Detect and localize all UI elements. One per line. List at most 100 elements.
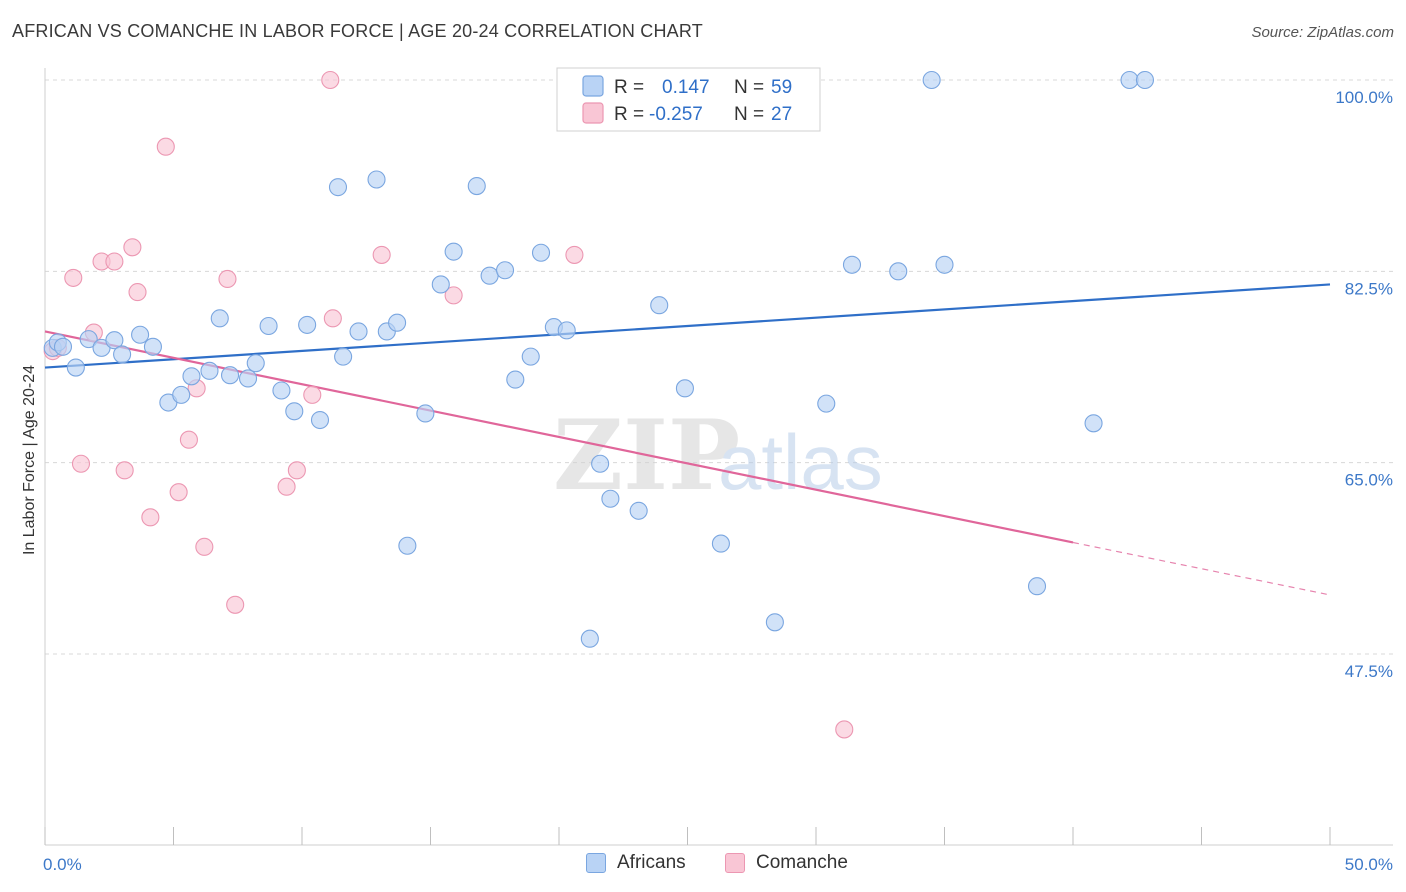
comanche-point xyxy=(128,283,147,302)
comanche-point xyxy=(303,385,322,404)
africans-point xyxy=(557,321,576,340)
legend-comanche-swatch xyxy=(582,102,604,124)
africans-point xyxy=(131,325,150,344)
legend-comanche-n-value: 27 xyxy=(771,104,792,125)
chart-title: AFRICAN VS COMANCHE IN LABOR FORCE | AGE… xyxy=(12,21,703,41)
comanche-point xyxy=(169,483,188,502)
africans-point xyxy=(172,385,191,404)
comanche-point xyxy=(277,477,296,496)
comanche-trend-extension xyxy=(1072,541,1331,596)
y-tick-label: 100.0% xyxy=(1335,88,1393,107)
comanche-point xyxy=(835,720,854,739)
africans-point xyxy=(349,322,368,341)
africans-point xyxy=(246,354,265,373)
africans-point xyxy=(259,316,278,336)
africans-point xyxy=(398,536,417,555)
y-tick-label: 47.5% xyxy=(1345,662,1393,681)
legend-africans-n-value: 59 xyxy=(771,77,792,98)
legend-bottom-africans-swatch xyxy=(586,853,606,873)
comanche-point xyxy=(226,595,245,614)
legend-bottom-comanche-label: Comanche xyxy=(756,852,848,873)
legend-bottom: Africans Comanche xyxy=(0,852,1406,878)
legend-comanche-r-value: -0.257 xyxy=(649,104,703,125)
axes xyxy=(44,68,1393,846)
africans-point xyxy=(650,296,669,315)
comanche-point xyxy=(218,269,237,289)
x-tick-labels: 0.0% 50.0% xyxy=(43,855,1393,874)
africans-point xyxy=(580,629,599,648)
africans-point xyxy=(480,266,499,285)
africans-trend-line xyxy=(44,283,1331,369)
africans-point xyxy=(922,70,941,90)
africans-point xyxy=(1120,70,1139,90)
data-points xyxy=(43,70,1155,739)
legend-comanche-n-label: N = xyxy=(734,104,764,125)
comanche-point xyxy=(372,245,391,264)
comanche-point xyxy=(179,430,198,449)
africans-point xyxy=(467,177,486,196)
gridlines xyxy=(45,79,1393,655)
legend-top: R = 0.147 N = 59 R = -0.257 N = 27 xyxy=(556,67,821,132)
africans-point xyxy=(113,345,132,364)
africans-point xyxy=(272,381,291,400)
x-tick-label: 50.0% xyxy=(1345,855,1393,874)
comanche-point xyxy=(115,461,134,480)
africans-point xyxy=(298,315,317,334)
africans-point xyxy=(506,370,525,389)
africans-point xyxy=(367,170,386,189)
comanche-point xyxy=(323,309,342,328)
legend-africans-r-label: R = xyxy=(614,77,644,98)
comanche-point xyxy=(123,238,142,257)
comanche-point xyxy=(156,137,175,156)
legend-africans-n-label: N = xyxy=(734,77,764,98)
africans-point xyxy=(79,330,98,349)
comanche-point xyxy=(141,508,160,527)
africans-point xyxy=(842,255,862,274)
source-credit: Source: ZipAtlas.com xyxy=(1251,24,1394,41)
legend-africans-r-value: 0.147 xyxy=(662,77,710,98)
africans-point xyxy=(328,178,348,197)
legend-bottom-africans-label: Africans xyxy=(617,852,686,873)
africans-point xyxy=(935,255,954,274)
africans-point xyxy=(521,347,540,366)
africans-point xyxy=(66,358,85,377)
africans-point xyxy=(1084,414,1103,433)
africans-point xyxy=(629,501,648,520)
africans-point xyxy=(53,337,73,356)
africans-point xyxy=(105,331,124,350)
y-tick-label: 82.5% xyxy=(1345,279,1393,298)
africans-point xyxy=(601,489,620,508)
comanche-point xyxy=(287,461,306,480)
africans-point xyxy=(531,243,551,262)
africans-point xyxy=(143,337,162,356)
comanche-point xyxy=(64,268,83,287)
africans-point xyxy=(495,261,515,280)
legend-comanche-r-label: R = xyxy=(614,104,644,125)
africans-point xyxy=(285,402,304,421)
x-tick-label: 0.0% xyxy=(43,855,82,874)
legend-bottom-africans: Africans xyxy=(586,852,686,874)
comanche-point xyxy=(321,70,340,90)
africans-point xyxy=(711,534,730,553)
africans-point xyxy=(416,404,435,423)
comanche-point xyxy=(195,537,214,556)
africans-point xyxy=(591,454,610,473)
africans-point xyxy=(1135,70,1155,90)
y-tick-labels: 47.5% 65.0% 82.5% 100.0% xyxy=(1335,88,1393,681)
africans-point xyxy=(388,313,407,332)
africans-point xyxy=(889,262,908,281)
comanche-point xyxy=(565,245,584,264)
africans-point xyxy=(210,309,229,328)
legend-africans-swatch xyxy=(582,75,604,97)
africans-point xyxy=(200,361,219,380)
watermark-atlas: atlas xyxy=(718,418,883,506)
africans-point xyxy=(675,379,694,398)
africans-point xyxy=(310,410,330,430)
africans-point xyxy=(334,347,353,366)
legend-bottom-comanche-swatch xyxy=(725,853,745,873)
comanche-point xyxy=(105,252,124,271)
africans-point xyxy=(765,613,784,632)
africans-point xyxy=(1027,577,1047,596)
legend-bottom-comanche: Comanche xyxy=(725,852,848,874)
